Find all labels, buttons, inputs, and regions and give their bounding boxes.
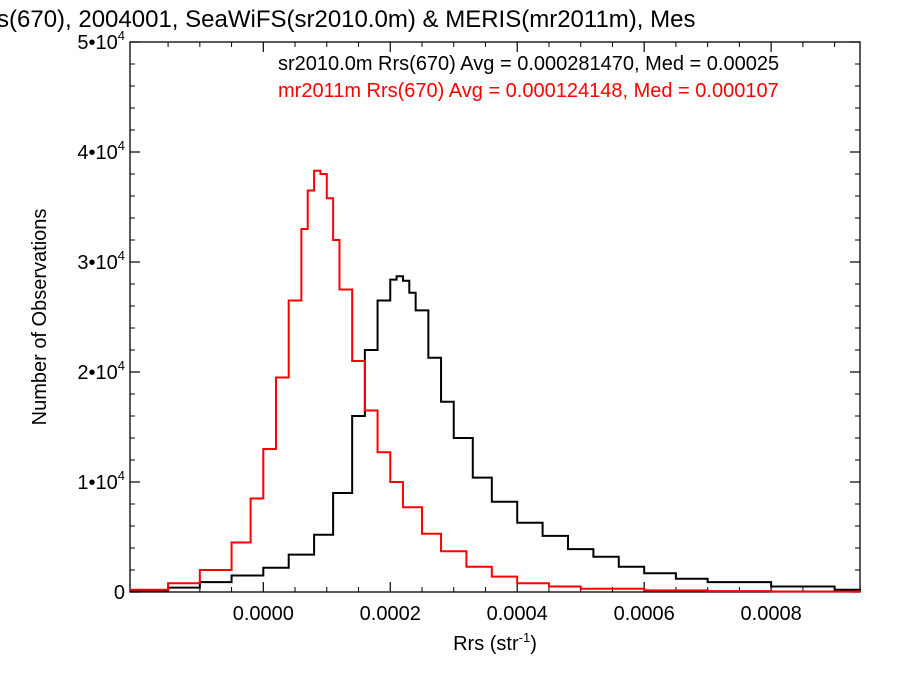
y-tick-label: 4•104: [77, 138, 125, 164]
x-axis-label-main: Rrs (str: [453, 633, 519, 655]
y-axis-label: Number of Observations: [29, 209, 51, 426]
y-tick-label: 2•104: [77, 358, 125, 384]
x-tick-label: 0.0000: [233, 603, 294, 625]
x-tick-label: 0.0006: [614, 603, 675, 625]
y-tick-label: 3•104: [77, 248, 125, 274]
plot-frame: [129, 41, 861, 593]
chart-title: s(670), 2004001, SeaWiFS(sr2010.0m) & ME…: [0, 6, 695, 33]
series-line-sr2010: [130, 275, 861, 592]
x-axis-label-end: ): [530, 633, 537, 655]
series-line-mr2011: [130, 169, 861, 593]
y-tick-label: 5•104: [77, 28, 125, 54]
x-axis-label-sup: -1: [519, 630, 531, 645]
x-tick-label: 0.0002: [360, 603, 421, 625]
x-tick-label: 0.0008: [741, 603, 802, 625]
y-tick-label: 1•104: [77, 468, 125, 494]
y-tick-label: 0: [114, 582, 125, 604]
x-axis-label: Rrs (str-1): [453, 630, 537, 655]
x-tick-label: 0.0004: [487, 603, 548, 625]
series-annotation-sr2010: sr2010.0m Rrs(670) Avg = 0.000281470, Me…: [278, 53, 779, 75]
series-annotation-mr2011: mr2011m Rrs(670) Avg = 0.000124148, Med …: [278, 80, 779, 102]
